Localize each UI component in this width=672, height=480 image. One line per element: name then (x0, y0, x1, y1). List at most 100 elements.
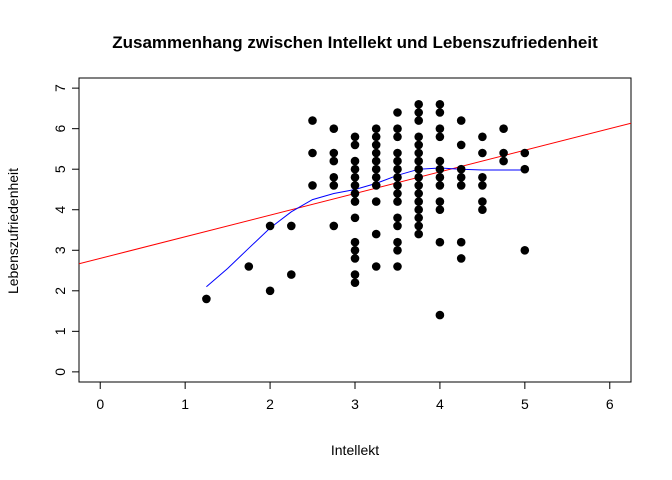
data-point-100 (520, 164, 530, 174)
data-point-83 (456, 254, 466, 263)
data-point-38 (371, 132, 381, 142)
y-tick-label-1: 1 (52, 327, 68, 335)
y-tick-label-2: 2 (52, 287, 68, 295)
data-point-32 (371, 181, 381, 190)
data-point-75 (435, 181, 445, 190)
data-point-11 (329, 173, 339, 182)
x-tick-label-5: 5 (521, 396, 529, 412)
data-point-61 (414, 181, 424, 190)
data-point-68 (414, 116, 424, 125)
data-point-91 (478, 197, 487, 206)
data-point-46 (393, 189, 402, 198)
data-point-72 (435, 237, 445, 247)
data-point-65 (414, 148, 424, 158)
data-point-40 (393, 262, 402, 271)
data-point-64 (414, 156, 424, 166)
data-point-39 (371, 124, 381, 133)
data-point-29 (371, 262, 381, 271)
data-point-76 (435, 173, 445, 182)
data-point-44 (393, 213, 402, 223)
data-point-74 (435, 197, 445, 206)
data-point-71 (435, 310, 445, 320)
data-point-62 (414, 173, 424, 182)
data-point-7 (308, 148, 317, 158)
data-point-16 (350, 270, 360, 279)
data-point-95 (478, 132, 487, 142)
data-point-99 (520, 246, 530, 255)
data-point-27 (350, 140, 360, 150)
data-point-10 (329, 181, 339, 190)
y-tick-label-4: 4 (52, 206, 68, 214)
y-tick-label-7: 7 (52, 84, 68, 92)
data-point-45 (393, 197, 402, 206)
data-point-97 (499, 148, 508, 158)
y-axis-label: Lebenszufriedenheit (5, 168, 21, 294)
data-point-17 (350, 254, 360, 263)
y-tick-label-3: 3 (52, 246, 68, 254)
data-point-53 (393, 124, 402, 133)
data-point-101 (520, 148, 530, 158)
data-point-59 (414, 197, 424, 206)
y-tick-label-0: 0 (52, 368, 68, 376)
data-point-49 (393, 164, 402, 174)
data-point-94 (478, 148, 487, 158)
data-point-24 (350, 173, 360, 182)
y-tick-label-5: 5 (52, 165, 68, 173)
x-tick-label-3: 3 (351, 396, 359, 412)
data-point-54 (393, 108, 402, 117)
smoother-line (206, 167, 525, 288)
data-point-31 (371, 197, 381, 206)
data-point-55 (414, 229, 424, 239)
data-point-69 (414, 108, 424, 117)
data-point-73 (435, 205, 445, 214)
data-point-37 (371, 140, 381, 150)
data-point-88 (456, 140, 466, 150)
data-point-60 (414, 189, 424, 198)
data-point-89 (456, 116, 466, 125)
data-point-8 (308, 116, 317, 125)
data-point-1 (244, 262, 254, 271)
data-point-3 (265, 221, 275, 231)
data-point-0 (202, 294, 211, 304)
data-point-50 (393, 156, 402, 166)
data-point-33 (371, 173, 381, 182)
data-point-48 (393, 173, 402, 182)
x-tick-label-6: 6 (606, 396, 614, 412)
data-point-2 (265, 286, 275, 296)
data-point-23 (350, 181, 360, 190)
data-point-28 (350, 132, 360, 142)
data-point-9 (329, 221, 339, 231)
data-point-85 (456, 181, 466, 190)
data-point-15 (350, 278, 360, 288)
data-point-52 (393, 132, 402, 142)
data-point-36 (371, 148, 381, 158)
data-point-87 (456, 164, 466, 174)
data-point-79 (435, 132, 445, 142)
data-point-70 (414, 100, 424, 109)
x-axis-label: Intellekt (331, 442, 379, 458)
data-point-93 (478, 173, 487, 182)
data-point-86 (456, 173, 466, 182)
data-point-6 (308, 181, 317, 190)
data-point-14 (329, 124, 339, 133)
x-tick-label-0: 0 (96, 396, 104, 412)
data-point-4 (287, 270, 296, 279)
data-point-25 (350, 164, 360, 174)
data-point-18 (350, 246, 360, 255)
data-point-90 (478, 205, 487, 214)
data-point-57 (414, 213, 424, 223)
data-point-58 (414, 205, 424, 214)
data-point-98 (499, 124, 508, 133)
data-point-34 (371, 164, 381, 174)
data-point-96 (499, 156, 508, 166)
data-point-5 (287, 221, 296, 231)
data-point-12 (329, 156, 339, 166)
data-point-47 (393, 181, 402, 190)
data-point-81 (435, 108, 445, 117)
data-point-41 (393, 246, 402, 255)
x-tick-label-4: 4 (436, 396, 444, 412)
data-point-22 (350, 189, 360, 198)
data-point-51 (393, 148, 402, 158)
data-point-30 (371, 229, 381, 239)
